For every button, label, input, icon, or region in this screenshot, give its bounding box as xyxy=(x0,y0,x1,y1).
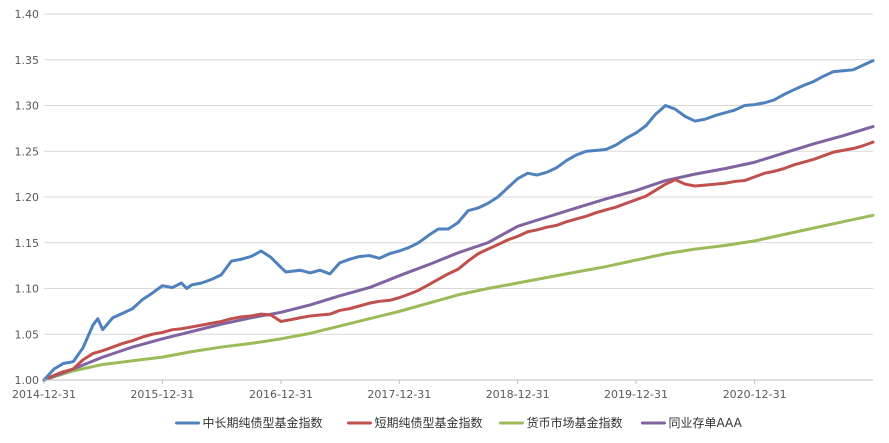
gridlines xyxy=(44,13,873,335)
legend-item-3: 同业存单AAA xyxy=(641,416,743,430)
y-tick-label: 1.25 xyxy=(15,145,40,158)
legend: 中长期纯债型基金指数 短期纯债型基金指数 货币市场基金指数 同业存单AAA xyxy=(175,415,743,430)
y-tick-label: 1.30 xyxy=(15,100,40,113)
series-line-2 xyxy=(42,213,875,382)
x-tick-label: 2020-12-31 xyxy=(723,388,787,401)
legend-label: 同业存单AAA xyxy=(669,416,743,430)
legend-label: 货币市场基金指数 xyxy=(527,415,623,430)
legend-label: 短期纯债型基金指数 xyxy=(375,415,483,430)
series-line-0 xyxy=(42,59,875,382)
legend-label: 中长期纯债型基金指数 xyxy=(203,415,323,430)
legend-item-1: 短期纯债型基金指数 xyxy=(347,415,483,430)
x-tick-label: 2018-12-31 xyxy=(486,388,550,401)
x-tick-label: 2014-12-31 xyxy=(12,388,76,401)
series-line-1 xyxy=(42,140,875,382)
y-tick-label: 1.15 xyxy=(15,237,40,250)
y-tick-label: 1.35 xyxy=(15,54,40,67)
legend-item-0: 中长期纯债型基金指数 xyxy=(175,415,323,430)
y-tick-label: 1.00 xyxy=(15,374,40,387)
y-tick-label: 1.10 xyxy=(15,283,40,296)
y-axis-tick-labels: 1.00 1.05 1.10 1.15 1.20 1.25 1.30 1.35 1.40 xyxy=(15,8,40,387)
x-tick-label: 2016-12-31 xyxy=(249,388,313,401)
legend-item-2: 货币市场基金指数 xyxy=(499,415,623,430)
y-tick-label: 1.20 xyxy=(15,191,40,204)
x-tick-label: 2019-12-31 xyxy=(604,388,668,401)
x-tick-label: 2017-12-31 xyxy=(367,388,431,401)
y-tick-label: 1.40 xyxy=(15,8,40,21)
series-lines xyxy=(42,59,875,382)
x-tick-label: 2015-12-31 xyxy=(130,388,194,401)
x-axis-tick-labels: 2014-12-31 2015-12-31 2016-12-31 2017-12-31… xyxy=(12,380,787,401)
y-tick-label: 1.05 xyxy=(15,328,40,341)
series-line-3 xyxy=(42,125,875,382)
